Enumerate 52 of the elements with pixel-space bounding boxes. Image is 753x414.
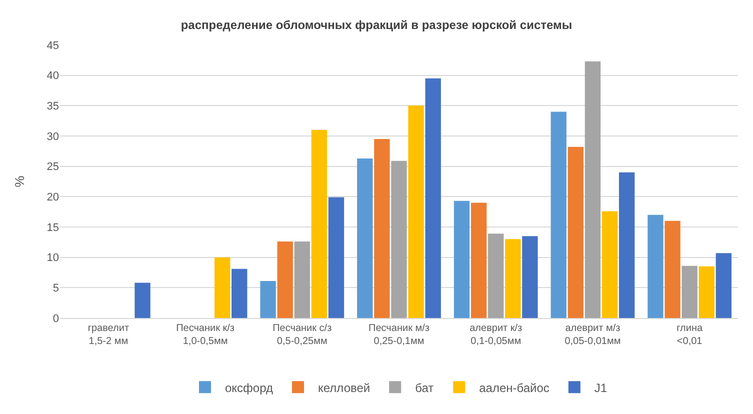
- bar: [568, 146, 584, 318]
- y-tick-label: 30: [46, 130, 59, 143]
- bar: [408, 106, 424, 318]
- bar: [454, 200, 470, 318]
- legend-label: келловей: [318, 380, 370, 395]
- bar: [618, 172, 635, 318]
- y-tick-label: 35: [46, 100, 59, 113]
- legend-label: J1: [594, 380, 608, 395]
- y-tick-label: 15: [46, 222, 59, 234]
- x-tick-label: Песчаник с/з 0,5-0,25мм: [272, 323, 332, 347]
- y-tick-label: 5: [52, 282, 59, 295]
- y-tick-label: 45: [46, 40, 59, 52]
- y-axis-title: %: [12, 175, 27, 188]
- bar: [357, 158, 373, 318]
- legend-label: оксфорд: [225, 380, 274, 395]
- x-tick-label: гравелит 1,5-2 мм: [88, 323, 130, 347]
- bar: [698, 266, 714, 318]
- x-tick-label: глина <0,01: [676, 323, 703, 347]
- bar: [488, 234, 504, 318]
- y-tick-label: 10: [46, 252, 59, 264]
- bar: [328, 197, 344, 318]
- bar: [277, 242, 293, 318]
- y-tick-label: 20: [46, 192, 59, 204]
- bar: [311, 130, 328, 318]
- bar: [374, 139, 390, 318]
- legend-label: аален-байос: [479, 380, 550, 395]
- bar: [260, 280, 276, 318]
- bar: [391, 160, 407, 318]
- y-tick-label: 40: [46, 70, 59, 82]
- bar: [522, 236, 538, 318]
- bar: [425, 78, 441, 318]
- bar: [294, 242, 310, 318]
- x-tick-label: алеврит м/з 0,05-0,01мм: [564, 323, 621, 347]
- x-tick-label: алеврит к/з 0,1-0,05мм: [470, 323, 523, 347]
- legend-label: бат: [415, 380, 434, 395]
- chart-title: распределение обломочных фракций в разрезе юрской системы: [180, 18, 572, 32]
- bar: [214, 257, 230, 318]
- x-tick-label: Песчаник к/з 1,0-0,5мм: [176, 323, 235, 347]
- bar: [232, 268, 248, 318]
- bar: [664, 220, 680, 318]
- bar: [682, 266, 698, 318]
- y-tick-label: 25: [46, 161, 59, 174]
- y-tick-label: 0: [52, 312, 59, 325]
- bar: [550, 112, 566, 318]
- bar: [470, 202, 487, 318]
- bar: [602, 211, 618, 318]
- bar: [584, 61, 601, 318]
- x-tick-label: Песчаник м/з 0,25-0,1мм: [368, 323, 430, 347]
- bar: [648, 214, 664, 318]
- bar: [716, 253, 732, 318]
- bar: [134, 282, 150, 318]
- bar: [505, 239, 521, 318]
